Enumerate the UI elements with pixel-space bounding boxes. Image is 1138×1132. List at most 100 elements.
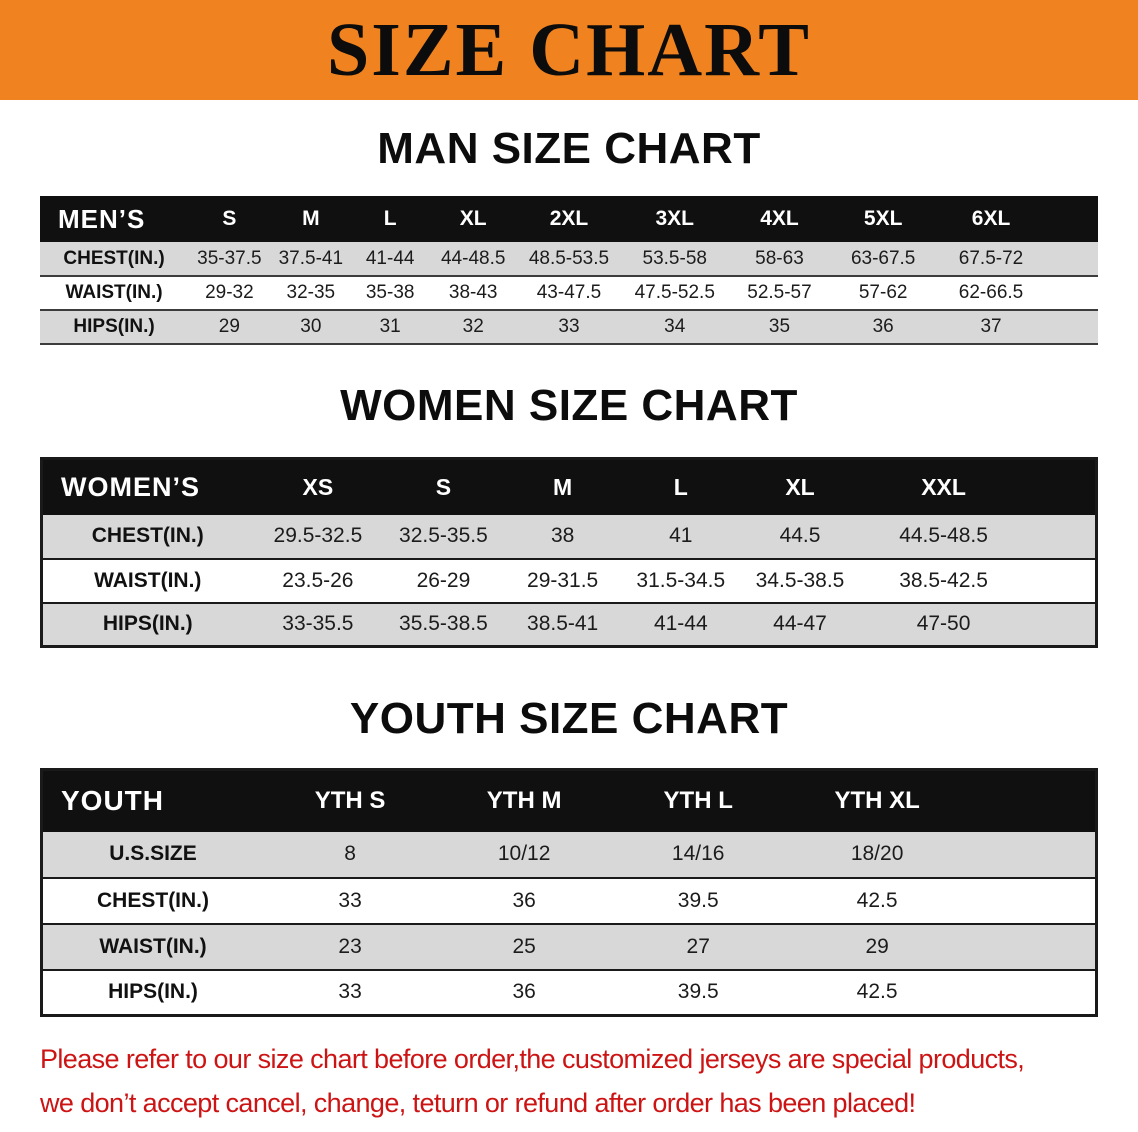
table-cell: 47.5-52.5: [634, 282, 715, 303]
column-header: YTH L: [611, 769, 786, 832]
table-cell: 38.5-41: [527, 612, 599, 636]
order-note-line-1: Please refer to our size chart before or…: [40, 1044, 1025, 1074]
table-cell: 31.5-34.5: [636, 568, 726, 592]
order-note: Please refer to our size chart before or…: [40, 1037, 1138, 1125]
table-cell: 36: [512, 980, 536, 1004]
row-label: CHEST(IN.): [63, 247, 165, 269]
men-size-table-container: MEN’S S M L XL 2XL 3XL 4XL 5XL 6XL CHEST(IN.) 35-37…: [0, 196, 1138, 345]
table-cell: 38.5-42.5: [899, 568, 988, 592]
column-header: S: [383, 458, 504, 515]
table-cell: 30: [300, 316, 322, 337]
table-cell: 41-44: [653, 612, 708, 636]
table-cell: 37: [980, 316, 1002, 337]
table-cell: 39.5: [677, 888, 719, 912]
table-cell: 42.5: [856, 888, 898, 912]
table-cell: 38: [550, 524, 575, 547]
table-cell: 44.5-48.5: [899, 524, 988, 547]
women-size-table: WOMEN’S XS S M L XL XXL CHEST(IN.) 29.5-32.5 32.5…: [40, 457, 1098, 648]
table-cell: 25: [512, 934, 536, 958]
women-size-chart-heading: WOMEN SIZE CHART: [340, 381, 798, 430]
column-header: XL: [429, 196, 518, 242]
table-row: HIPS(IN.) 33 36 39.5 42.5: [41, 970, 1097, 1016]
table-cell: 10/12: [497, 842, 551, 865]
column-header: 6XL: [936, 196, 1098, 242]
row-label: HIPS(IN.): [108, 980, 198, 1004]
table-cell: 29: [218, 316, 240, 337]
row-label: HIPS(IN.): [102, 612, 193, 636]
table-cell: 36: [512, 888, 536, 912]
table-cell: 36: [872, 316, 894, 337]
table-cell: 62-66.5: [958, 282, 1024, 303]
table-cell: 27: [686, 934, 710, 958]
column-header: XXL: [860, 458, 1097, 515]
table-cell: 47-50: [916, 612, 971, 636]
table-cell: 26-29: [416, 568, 471, 592]
table-cell: 38-43: [448, 282, 498, 303]
table-cell: 67.5-72: [958, 247, 1024, 269]
table-cell: 33-35.5: [282, 612, 354, 636]
table-cell: 33: [558, 316, 580, 337]
order-note-line-2: we don’t accept cancel, change, teturn o…: [40, 1088, 916, 1118]
table-cell: 35.5-38.5: [399, 612, 488, 636]
table-cell: 33: [338, 888, 362, 912]
table-row: HIPS(IN.) 29 30 31 32 33 34 35 36 37: [40, 310, 1098, 344]
table-cell: 32: [462, 316, 484, 337]
men-table-label: MEN’S: [40, 196, 189, 242]
youth-table-label: YOUTH: [41, 769, 264, 832]
table-cell: 8: [344, 842, 356, 865]
column-header: 3XL: [620, 196, 729, 242]
header-row: MEN’S S M L XL 2XL 3XL 4XL 5XL 6XL: [40, 196, 1098, 242]
table-row: CHEST(IN.) 33 36 39.5 42.5: [41, 878, 1097, 924]
table-cell: 35-37.5: [197, 247, 262, 269]
table-cell: 41: [669, 524, 693, 547]
size-charts: MAN SIZE CHART MEN’S S M L XL 2XL 3XL 4XL 5XL 6XL…: [0, 124, 1138, 1125]
women-table-label: WOMEN’S: [41, 458, 253, 515]
table-cell: 52.5-57: [747, 282, 812, 303]
row-label: WAIST(IN.): [65, 282, 163, 303]
header-row: WOMEN’S XS S M L XL XXL: [41, 458, 1097, 515]
table-cell: 34: [664, 316, 686, 337]
youth-size-chart-heading: YOUTH SIZE CHART: [349, 694, 789, 743]
row-label: U.S.SIZE: [109, 842, 197, 865]
column-header: YTH XL: [785, 769, 1097, 832]
youth-size-table-container: YOUTH YTH S YTH M YTH L YTH XL U.S.SIZE 8 10/12…: [0, 768, 1138, 1017]
table-cell: 29-32: [205, 282, 254, 303]
table-row: CHEST(IN.) 29.5-32.5 32.5-35.5 38 41 44.5 44.5…: [41, 514, 1097, 559]
table-cell: 32-35: [286, 282, 336, 303]
table-cell: 53.5-58: [642, 247, 707, 269]
table-cell: 44-48.5: [440, 247, 506, 269]
column-header: L: [621, 458, 740, 515]
table-cell: 44-47: [773, 612, 827, 636]
column-header: L: [351, 196, 430, 242]
column-header: XS: [252, 458, 384, 515]
column-header: M: [270, 196, 352, 242]
table-cell: 31: [379, 316, 401, 337]
table-cell: 23: [338, 934, 362, 958]
row-label: CHEST(IN.): [91, 524, 204, 547]
table-cell: 35: [768, 316, 791, 337]
table-cell: 34.5-38.5: [755, 568, 845, 592]
table-cell: 42.5: [856, 980, 898, 1004]
row-label: WAIST(IN.): [99, 934, 207, 958]
header-row: YOUTH YTH S YTH M YTH L YTH XL: [41, 769, 1097, 832]
table-row: U.S.SIZE 8 10/12 14/16 18/20: [41, 831, 1097, 878]
row-label: CHEST(IN.): [97, 888, 210, 912]
table-cell: 18/20: [850, 842, 904, 865]
table-cell: 48.5-53.5: [528, 247, 610, 269]
table-cell: 37.5-41: [278, 247, 344, 269]
row-label: HIPS(IN.): [73, 316, 155, 337]
column-header: YTH M: [437, 769, 612, 832]
column-header: S: [188, 196, 271, 242]
table-row: HIPS(IN.) 33-35.5 35.5-38.5 38.5-41 41-44 44-…: [41, 602, 1097, 647]
table-row: CHEST(IN.) 35-37.5 37.5-41 41-44 44-48.5 48.5…: [40, 242, 1098, 276]
table-cell: 58-63: [755, 247, 804, 269]
table-cell: 23.5-26: [282, 568, 354, 592]
column-header: YTH S: [263, 769, 438, 832]
man-size-chart-heading: MAN SIZE CHART: [377, 124, 761, 173]
table-row: WAIST(IN.) 29-32 32-35 35-38 38-43 43-47.5 47.…: [40, 276, 1098, 310]
youth-size-table: YOUTH YTH S YTH M YTH L YTH XL U.S.SIZE 8 10/12…: [40, 768, 1098, 1017]
table-cell: 32.5-35.5: [399, 524, 488, 547]
table-row: WAIST(IN.) 23.5-26 26-29 29-31.5 31.5-34.5 34…: [41, 559, 1097, 603]
table-cell: 29.5-32.5: [273, 524, 363, 547]
men-size-table: MEN’S S M L XL 2XL 3XL 4XL 5XL 6XL CHEST(IN.) 35-37…: [40, 196, 1098, 345]
